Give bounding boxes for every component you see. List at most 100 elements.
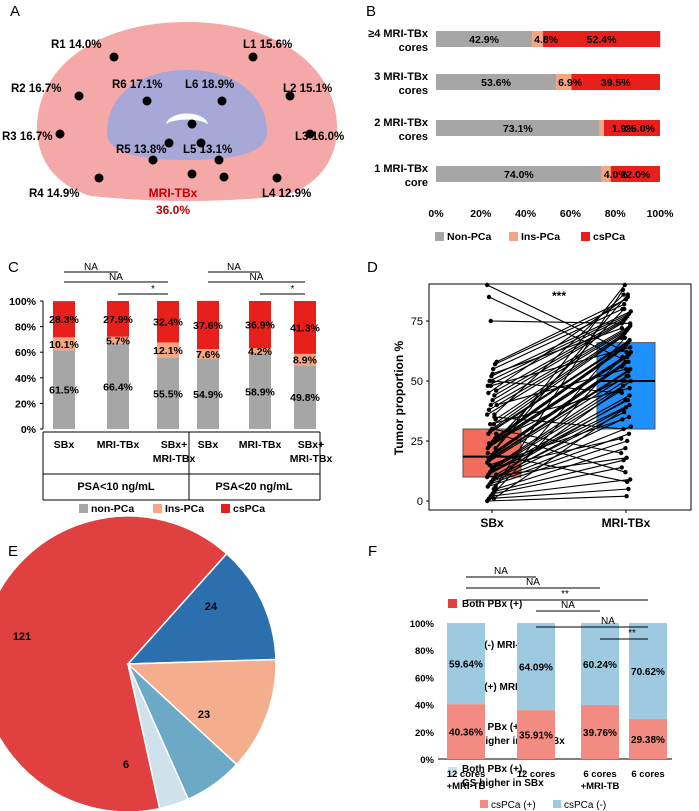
panel-letter-E: E bbox=[8, 543, 18, 560]
biopsy-point bbox=[305, 129, 315, 139]
legend-label: csPCa (+) bbox=[491, 800, 536, 811]
bar-segment-cspca-positive bbox=[447, 704, 485, 759]
data-label: 7.6% bbox=[196, 349, 221, 361]
data-point bbox=[491, 366, 496, 372]
y-tick-label: 60% bbox=[415, 673, 435, 684]
bar-segment-ins-pca bbox=[601, 166, 611, 182]
data-point bbox=[488, 470, 493, 475]
data-label: 28.3% bbox=[49, 314, 79, 326]
paired-line bbox=[490, 320, 631, 324]
biopsy-point bbox=[74, 91, 84, 101]
data-label: 5.7% bbox=[106, 335, 131, 347]
data-point bbox=[628, 321, 633, 326]
data-point bbox=[624, 494, 629, 499]
biopsy-point bbox=[285, 91, 295, 101]
paired-line bbox=[486, 330, 627, 416]
category-label: 12 cores bbox=[517, 769, 556, 780]
slice-label: 23 bbox=[198, 709, 210, 721]
significance-label: NA bbox=[526, 577, 540, 588]
data-label: 25.0% bbox=[625, 123, 655, 135]
mri-tbx-label: MRI-TBx bbox=[149, 186, 198, 200]
significance-label: * bbox=[291, 284, 295, 295]
data-point bbox=[625, 294, 630, 300]
pie-slice bbox=[126, 658, 277, 766]
legend-label: csPCa (-) bbox=[564, 800, 606, 811]
data-label: 52.4% bbox=[587, 34, 617, 46]
data-point bbox=[491, 491, 496, 496]
y-axis-title: Tumor proportion % bbox=[392, 340, 406, 455]
point-label: L2 15.1% bbox=[283, 83, 332, 95]
y-tick-label: 100% bbox=[9, 296, 37, 308]
y-tick-label: 25 bbox=[411, 436, 423, 448]
bar-segment-non-pca bbox=[294, 365, 316, 429]
data-point bbox=[490, 371, 495, 376]
category-label: SBx+ bbox=[298, 439, 325, 451]
category-label: MRI-TBx bbox=[239, 439, 282, 451]
paired-line bbox=[490, 346, 631, 387]
data-point bbox=[492, 393, 497, 398]
data-point bbox=[625, 438, 630, 444]
group-label: PSA<20 ng/mL bbox=[215, 481, 293, 493]
category-label: MRI-TBx bbox=[97, 439, 140, 451]
category-label: core bbox=[405, 177, 428, 189]
data-label: 35.91% bbox=[519, 731, 553, 742]
paired-line bbox=[492, 418, 623, 480]
significance-label: * bbox=[151, 284, 155, 295]
data-point bbox=[627, 402, 632, 408]
point-label: R1 14.0% bbox=[51, 39, 102, 51]
paired-line bbox=[491, 438, 622, 468]
bar-segment-ins-pca bbox=[532, 31, 543, 47]
data-point bbox=[485, 450, 490, 456]
bar-segment-cspca bbox=[604, 120, 660, 136]
legend-swatch bbox=[153, 504, 162, 513]
data-label: 64.09% bbox=[519, 663, 553, 674]
legend-swatch bbox=[509, 232, 518, 241]
data-point bbox=[486, 407, 492, 412]
data-label: 55.5% bbox=[153, 388, 183, 400]
point-label: R2 16.7% bbox=[11, 83, 62, 95]
bar-segment-ins-pca bbox=[249, 348, 271, 354]
data-point bbox=[628, 424, 633, 429]
data-point bbox=[628, 477, 633, 482]
y-tick-label: 40% bbox=[415, 701, 435, 712]
bar-segment-cspca bbox=[157, 301, 179, 343]
category-label: 6 cores bbox=[583, 769, 616, 780]
bar-segment-non-pca bbox=[436, 31, 533, 47]
data-point bbox=[494, 388, 499, 393]
point-label: R6 17.1% bbox=[112, 79, 163, 91]
data-label: 39.5% bbox=[601, 77, 631, 89]
paired-line bbox=[492, 380, 622, 394]
data-label: 49.8% bbox=[290, 392, 320, 404]
panel-letter-A: A bbox=[10, 3, 20, 20]
bar-segment-ins-pca bbox=[294, 353, 316, 366]
data-point bbox=[628, 366, 633, 372]
bar-segment-cspca-positive bbox=[517, 710, 555, 759]
paired-line bbox=[488, 375, 629, 444]
data-label: 53.6% bbox=[481, 77, 511, 89]
category-label: 12 cores bbox=[447, 769, 486, 780]
paired-line bbox=[488, 296, 629, 363]
data-label: 37.6% bbox=[193, 320, 223, 332]
paired-line bbox=[491, 428, 622, 454]
paired-line bbox=[495, 337, 626, 487]
x-tick-label: 100% bbox=[647, 208, 675, 220]
legend-swatch bbox=[553, 800, 561, 808]
data-label: 59.64% bbox=[449, 660, 483, 671]
data-point bbox=[485, 412, 490, 417]
slice-label: 24 bbox=[205, 601, 218, 613]
y-tick-label: 100% bbox=[410, 619, 435, 630]
legend-label: non-PCa bbox=[91, 503, 134, 515]
paired-line bbox=[492, 308, 623, 370]
urethra bbox=[166, 113, 208, 124]
bar-segment-cspca bbox=[249, 301, 271, 349]
paired-line bbox=[493, 409, 624, 500]
category-label: 3 MRI-TBx bbox=[374, 71, 429, 83]
data-point bbox=[623, 470, 628, 475]
group-label: PSA<10 ng/mL bbox=[77, 481, 155, 493]
data-point bbox=[622, 335, 627, 340]
data-label: 61.5% bbox=[49, 385, 79, 397]
data-label: 10.1% bbox=[49, 339, 79, 351]
significance-label: ** bbox=[561, 589, 569, 600]
point-label: L6 18.9% bbox=[185, 79, 234, 91]
panel-letter-F: F bbox=[368, 543, 377, 560]
